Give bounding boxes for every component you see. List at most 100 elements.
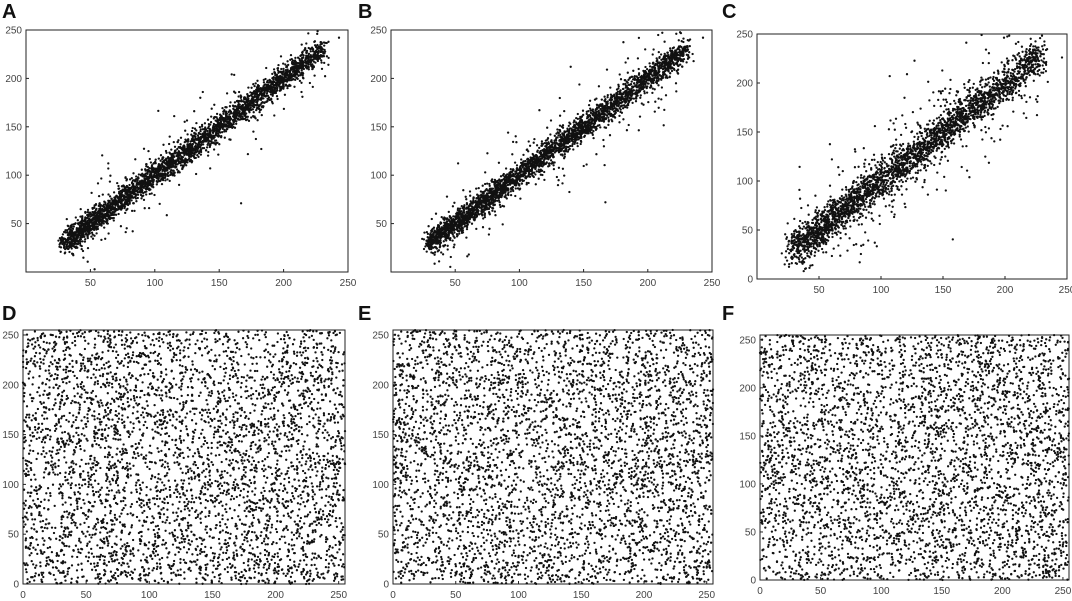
scatter-point <box>185 139 188 142</box>
scatter-point <box>621 100 624 104</box>
scatter-point <box>150 167 153 170</box>
scatter-point <box>130 199 133 202</box>
y-tick-label: 100 <box>370 171 387 182</box>
scatter-point <box>626 98 629 101</box>
scatter-point <box>232 125 235 129</box>
scatter-point <box>626 57 630 60</box>
scatter-point <box>636 82 639 85</box>
scatter-point <box>66 224 69 227</box>
scatter-point <box>199 148 203 151</box>
scatter-point <box>625 84 628 88</box>
scatter-point <box>109 214 112 217</box>
scatter-point <box>128 183 131 187</box>
scatter-point <box>74 216 77 219</box>
scatter-point <box>232 90 236 93</box>
scatter-point <box>216 122 220 125</box>
scatter-point <box>276 69 280 72</box>
scatter-point <box>82 220 85 223</box>
scatter-point <box>311 48 315 51</box>
scatter-point <box>199 153 203 156</box>
scatter-point <box>669 72 672 75</box>
scatter-point <box>311 67 314 71</box>
scatter-point <box>84 211 87 214</box>
scatter-point <box>139 183 143 186</box>
scatter-point <box>142 191 145 195</box>
scatter-point <box>488 213 491 216</box>
scatter-point <box>262 81 266 84</box>
scatter-point <box>298 62 301 65</box>
panel-label-d: D <box>2 304 16 324</box>
scatter-point <box>162 172 166 176</box>
scatter-point <box>71 242 75 245</box>
scatter-point <box>170 169 173 172</box>
scatter-point <box>305 49 309 53</box>
scatter-point <box>290 78 293 82</box>
scatter-point <box>76 229 79 232</box>
scatter-point <box>216 129 220 132</box>
scatter-point <box>233 101 237 104</box>
scatter-point <box>284 63 287 66</box>
scatter-point <box>256 88 259 91</box>
scatter-point <box>637 36 641 40</box>
scatter-point <box>604 126 608 129</box>
scatter-point <box>422 247 426 251</box>
scatter-point <box>125 227 128 230</box>
x-tick-label: 100 <box>511 278 528 289</box>
scatter-point <box>581 109 585 112</box>
scatter-point <box>256 119 259 122</box>
scatter-point <box>255 106 259 110</box>
scatter-point <box>86 210 89 214</box>
scatter-point <box>276 89 279 92</box>
scatter-point <box>514 194 517 198</box>
scatter-point <box>319 43 322 46</box>
scatter-point <box>608 134 612 137</box>
scatter-point <box>100 238 103 242</box>
scatter-point <box>71 233 74 236</box>
scatter-point <box>561 182 564 185</box>
scatter-point <box>301 50 304 53</box>
scatter-point <box>649 86 652 89</box>
scatter-point <box>235 105 238 108</box>
scatter-point <box>142 147 146 150</box>
scatter-point <box>652 48 655 51</box>
scatter-point <box>301 73 304 76</box>
scatter-point <box>278 76 281 80</box>
scatter-point <box>293 72 296 75</box>
scatter-point <box>96 225 99 228</box>
scatter-point <box>99 215 103 218</box>
scatter-point <box>131 230 134 233</box>
scatter-point <box>156 173 159 177</box>
scatter-point <box>289 67 293 70</box>
scatter-point <box>309 56 313 60</box>
scatter-point <box>588 99 592 102</box>
scatter-point <box>237 101 240 104</box>
scatter-point <box>129 191 133 195</box>
scatter-point <box>88 213 91 216</box>
scatter-point <box>248 94 251 98</box>
scatter-point <box>671 46 675 50</box>
scatter-point <box>157 109 160 113</box>
scatter-point <box>281 75 284 79</box>
scatter-point <box>214 139 217 142</box>
y-tick-label: 50 <box>376 219 388 230</box>
scatter-point <box>226 116 229 119</box>
scatter-point <box>108 180 112 183</box>
scatter-point <box>147 184 150 187</box>
axes-frame <box>25 29 349 273</box>
scatter-point <box>487 233 491 236</box>
scatter-point <box>194 172 198 176</box>
scatter-point <box>307 63 310 66</box>
scatter-point <box>493 210 497 213</box>
scatter-point <box>91 210 94 214</box>
scatter-point <box>134 197 138 200</box>
scatter-point <box>76 239 79 243</box>
scatter-point <box>98 223 101 227</box>
scatter-point <box>319 50 322 54</box>
scatter-point <box>595 153 598 156</box>
scatter-point <box>243 96 246 99</box>
scatter-point <box>464 195 467 198</box>
scatter-point <box>239 100 243 103</box>
scatter-point <box>511 140 515 144</box>
scatter-point <box>426 235 429 239</box>
